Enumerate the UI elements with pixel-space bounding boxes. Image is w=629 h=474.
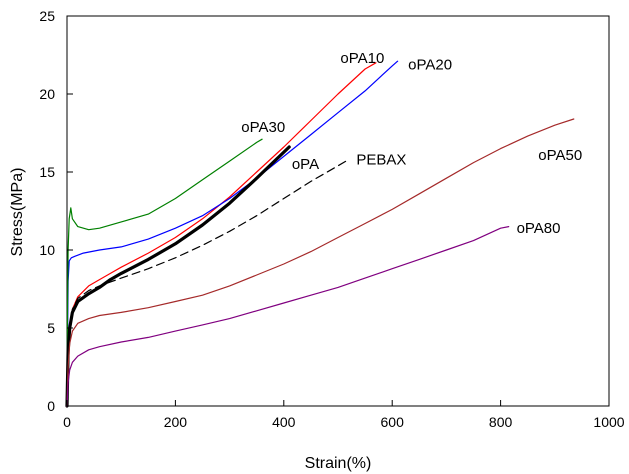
tick-layer: 0 200 400 600 800 1000 0 5 10 15 20 25 [39, 8, 624, 430]
series-label-opa20: oPA20 [408, 56, 452, 73]
series-label-opa: oPA [292, 156, 319, 173]
y-tick-label: 15 [39, 164, 55, 180]
x-tick-label: 400 [272, 414, 296, 430]
x-tick-label: 0 [63, 414, 71, 430]
x-tick-label: 200 [164, 414, 188, 430]
series-line-pebax [66, 158, 350, 407]
series-label-opa10: oPA10 [340, 50, 384, 67]
x-tick-label: 1000 [593, 414, 624, 430]
y-tick-label: 25 [39, 8, 55, 24]
series-line-opa80 [66, 226, 510, 407]
series-label-opa80: oPA80 [517, 220, 561, 237]
series-layer [65, 60, 575, 408]
y-axis-label: Stress(MPa) [9, 168, 26, 257]
plot-border [66, 15, 610, 407]
series-line-opa [65, 145, 291, 408]
x-tick-label: 600 [381, 414, 405, 430]
y-tick-label: 0 [47, 398, 55, 414]
plot-area [66, 15, 610, 407]
y-tick-label: 5 [47, 320, 55, 336]
series-label-layer: oPA10 oPA20 oPA30 oPA PEBAX oPA50 oPA80 [241, 50, 582, 237]
series-label-opa30: oPA30 [241, 119, 285, 136]
series-label-opa50: oPA50 [538, 147, 582, 164]
y-tick-label: 20 [39, 86, 55, 102]
series-line-opa50 [66, 118, 575, 407]
series-line-opa10 [66, 62, 377, 407]
x-axis-label: Strain(%) [305, 455, 372, 472]
series-label-pebax: PEBAX [356, 152, 406, 169]
series-line-opa30 [66, 138, 263, 407]
x-tick-label: 800 [489, 414, 513, 430]
y-tick-label: 10 [39, 242, 55, 258]
series-line-opa20 [66, 60, 399, 407]
